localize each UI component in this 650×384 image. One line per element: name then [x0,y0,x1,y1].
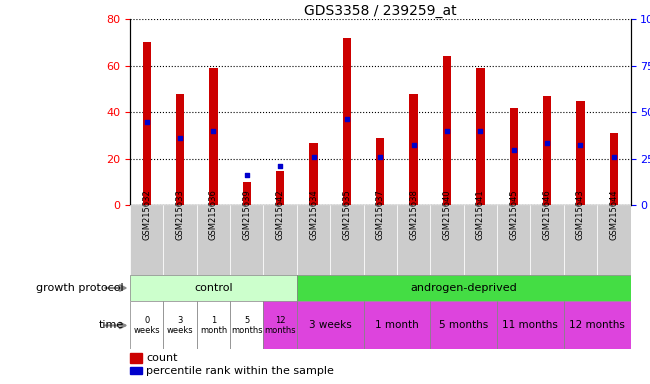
Bar [263,205,297,275]
Point [575,142,586,148]
Bar [597,205,630,275]
Point [542,139,552,146]
Text: 3
weeks: 3 weeks [167,316,193,335]
Bar [297,301,363,349]
Bar [197,301,230,349]
Text: GSM215634: GSM215634 [309,189,318,240]
Bar [577,101,584,205]
Bar [163,301,197,349]
Bar [430,301,497,349]
Bar [130,205,163,275]
Bar [443,56,451,205]
Bar [476,68,484,205]
Bar [263,301,297,349]
Text: GSM215636: GSM215636 [209,189,218,240]
Text: GSM215643: GSM215643 [576,189,585,240]
Bar [209,68,218,205]
Text: 0
weeks: 0 weeks [133,316,160,335]
Point [408,142,419,148]
Text: percentile rank within the sample: percentile rank within the sample [146,366,334,376]
Text: GSM215632: GSM215632 [142,189,151,240]
Bar [343,38,351,205]
Bar [197,205,230,275]
Bar [276,170,284,205]
Point [608,154,619,160]
Text: GSM215640: GSM215640 [443,189,452,240]
Point [375,154,385,160]
Text: GSM215644: GSM215644 [609,189,618,240]
Point [508,147,519,153]
Bar [497,205,530,275]
Text: 1
month: 1 month [200,316,227,335]
Bar [242,182,251,205]
Text: 3 weeks: 3 weeks [309,320,352,331]
Bar [564,301,630,349]
Bar [176,94,184,205]
Bar [363,301,430,349]
Bar [163,205,197,275]
Text: 12
months: 12 months [265,316,296,335]
Text: GSM215633: GSM215633 [176,189,185,240]
Bar [363,205,397,275]
Text: 5 months: 5 months [439,320,488,331]
Bar [564,205,597,275]
Bar [510,108,518,205]
Bar [142,43,151,205]
Text: androgen-deprived: androgen-deprived [410,283,517,293]
Text: count: count [146,353,177,363]
Bar [397,205,430,275]
Point [342,116,352,122]
Bar [309,142,318,205]
Text: control: control [194,283,233,293]
Text: 11 months: 11 months [502,320,558,331]
Point [242,172,252,178]
Bar [230,301,263,349]
Text: time: time [98,320,124,331]
Text: GSM215639: GSM215639 [242,189,252,240]
Text: GSM215642: GSM215642 [276,189,285,240]
Bar [463,205,497,275]
Text: 12 months: 12 months [569,320,625,331]
Bar [410,94,418,205]
Bar [610,133,618,205]
Bar [543,96,551,205]
Bar [297,275,630,301]
Bar [130,275,297,301]
Text: GSM215635: GSM215635 [343,189,352,240]
Bar [230,205,263,275]
Bar [530,205,564,275]
Text: growth protocol: growth protocol [36,283,124,293]
Text: 5
months: 5 months [231,316,263,335]
Bar [497,301,564,349]
Bar [376,138,384,205]
Text: 1 month: 1 month [375,320,419,331]
Point [142,119,152,125]
Text: GSM215637: GSM215637 [376,189,385,240]
Point [175,135,185,141]
Bar [330,205,363,275]
Point [442,128,452,134]
Point [208,128,218,134]
Bar [430,205,463,275]
Title: GDS3358 / 239259_at: GDS3358 / 239259_at [304,4,456,18]
Point [308,154,318,160]
Text: GSM215646: GSM215646 [543,189,552,240]
Text: GSM215638: GSM215638 [409,189,418,240]
Point [475,128,486,134]
Text: GSM215641: GSM215641 [476,189,485,240]
Text: GSM215645: GSM215645 [509,189,518,240]
Bar [297,205,330,275]
Point [275,163,285,169]
Bar [130,301,163,349]
